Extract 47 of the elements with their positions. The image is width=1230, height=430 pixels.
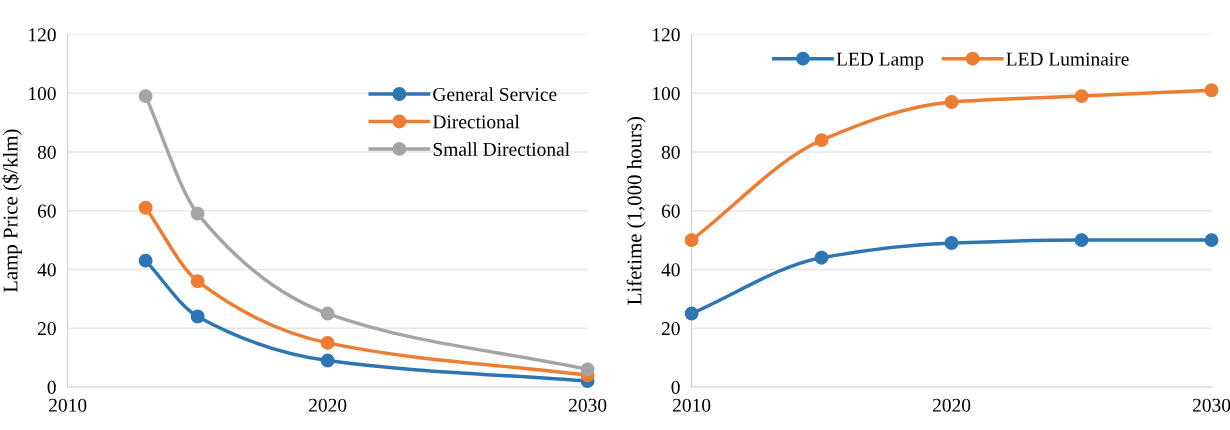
x-tick-label: 2020 (932, 398, 971, 412)
point (684, 306, 699, 321)
point (138, 253, 153, 268)
point (684, 233, 699, 248)
point (190, 206, 205, 221)
y-tick-label: 0 (671, 380, 680, 394)
y-tick-label: 120 (653, 28, 680, 42)
point (190, 274, 205, 289)
point (1074, 233, 1089, 248)
y-tick-label: 0 (47, 380, 56, 394)
point (1074, 89, 1089, 104)
point (944, 95, 959, 109)
x-tick-label: 2020 (309, 398, 347, 412)
x-tick-label: 2010 (49, 398, 87, 412)
legend-label: Directional (432, 114, 520, 129)
y-tick-label: 40 (37, 263, 56, 277)
point (944, 236, 959, 250)
point (580, 362, 595, 377)
y-tick-label: 100 (29, 86, 56, 101)
y-axis-title: Lamp Price ($/klm) (2, 129, 22, 293)
y-tick-label: 20 (661, 322, 680, 336)
y-tick-label: 80 (661, 145, 680, 159)
legend-label: General Service (433, 87, 557, 101)
point (320, 335, 335, 350)
legend-label: LED Luminaire (1006, 52, 1129, 66)
y-tick-label: 20 (37, 322, 56, 336)
y-tick-label: 120 (29, 28, 56, 42)
point (814, 133, 829, 148)
point (320, 353, 335, 368)
x-tick-label: 2030 (1192, 398, 1230, 412)
x-tick-label: 2030 (569, 398, 607, 412)
y-tick-label: 80 (37, 145, 56, 159)
point (1204, 233, 1219, 248)
y-axis-title: Lifetime (1,000 hours) (626, 117, 646, 305)
point (138, 200, 153, 215)
y-tick-label: 60 (37, 204, 56, 218)
legend-label: Small Directional (433, 142, 570, 156)
point (138, 89, 153, 104)
legend-label: LED Lamp (836, 52, 924, 70)
point (320, 306, 335, 321)
y-tick-label: 60 (661, 204, 680, 218)
point (1204, 83, 1219, 98)
y-tick-label: 100 (653, 86, 680, 101)
point (814, 250, 829, 265)
y-tick-label: 40 (661, 263, 680, 277)
point (190, 309, 205, 324)
x-tick-label: 2010 (673, 398, 711, 412)
